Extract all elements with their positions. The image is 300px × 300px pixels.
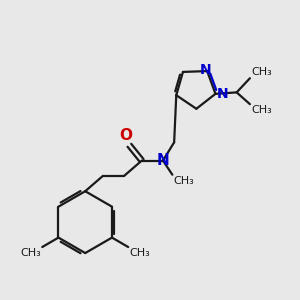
Text: CH₃: CH₃ [174, 176, 194, 187]
Text: CH₃: CH₃ [251, 67, 272, 77]
Text: CH₃: CH₃ [251, 105, 272, 115]
Text: O: O [119, 128, 132, 143]
Text: CH₃: CH₃ [20, 248, 41, 259]
Text: CH₃: CH₃ [129, 248, 150, 259]
Text: N: N [157, 153, 169, 168]
Text: N: N [200, 63, 212, 76]
Text: N: N [217, 87, 229, 101]
